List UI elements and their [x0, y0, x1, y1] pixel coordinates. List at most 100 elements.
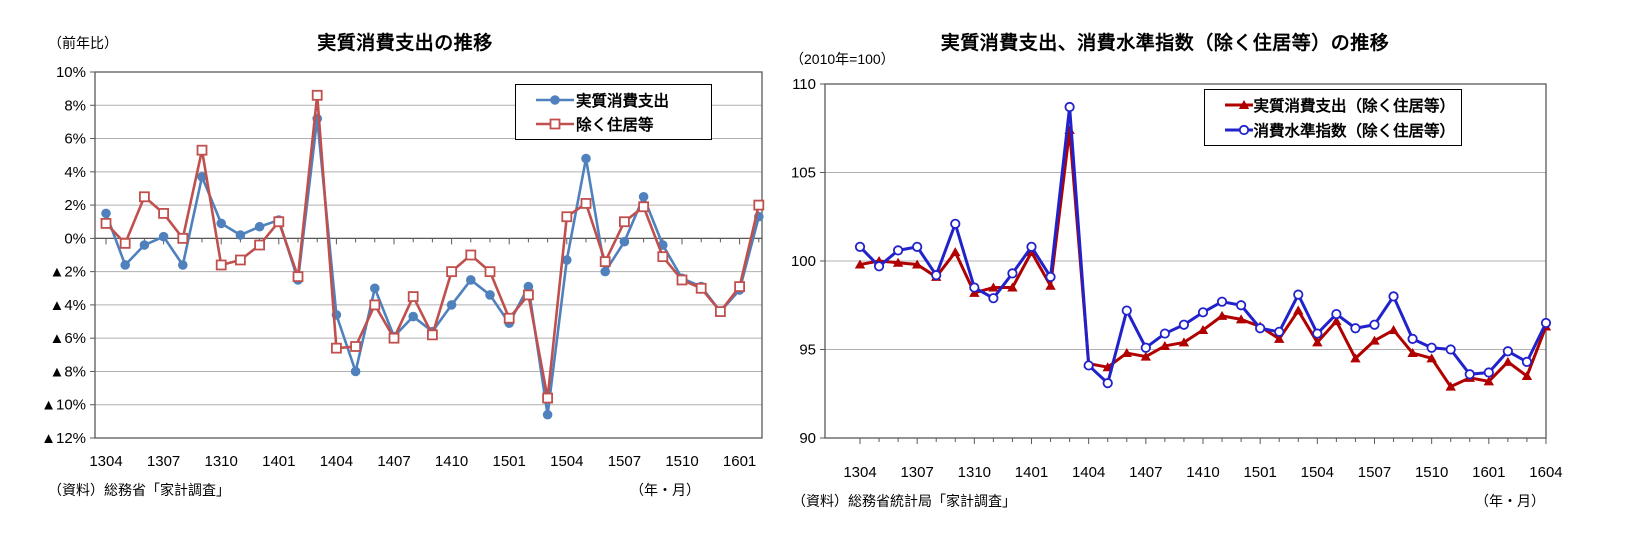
data-point: [1388, 325, 1399, 335]
data-point: [931, 270, 942, 281]
legend-item: 実質消費支出: [534, 88, 705, 112]
data-point: [1121, 348, 1132, 358]
y-tick-label: ▲2%: [49, 264, 86, 281]
data-point: [158, 208, 170, 219]
data-point: [854, 241, 866, 252]
data-point: [581, 153, 591, 164]
y-tick-label: 10%: [56, 64, 86, 81]
right-chart-source: （資料）総務省統計局「家計調査」: [792, 493, 1016, 509]
data-point: [1483, 367, 1494, 378]
data-point: [1426, 342, 1437, 353]
x-tick-label: 1304: [843, 464, 876, 481]
data-point: [1426, 353, 1437, 363]
data-point: [1159, 328, 1170, 339]
filled-triangle-legend-icon: [1225, 100, 1254, 110]
data-point: [1121, 305, 1132, 316]
data-point: [1159, 340, 1171, 350]
data-point: [619, 236, 630, 247]
data-point: [893, 245, 904, 256]
x-tick-label: 1501: [493, 453, 526, 470]
y-tick-label: 95: [799, 342, 816, 359]
data-point: [446, 300, 457, 310]
data-point: [292, 271, 304, 283]
x-tick-label: 1307: [147, 453, 180, 470]
data-point: [734, 281, 745, 293]
data-point: [408, 311, 419, 322]
x-tick-label: 1410: [1186, 464, 1219, 481]
data-point: [1540, 317, 1552, 329]
data-point: [1483, 376, 1495, 386]
data-point: [446, 266, 458, 278]
left-chart-title: 実質消費支出の推移: [317, 33, 493, 54]
x-tick-label: 1407: [1129, 464, 1162, 481]
y-tick-label: 90: [799, 430, 816, 447]
data-point: [1064, 101, 1075, 113]
data-point: [466, 275, 476, 285]
left-chart-unit-label: （前年比）: [48, 35, 118, 51]
data-point: [988, 293, 999, 304]
data-point: [1007, 268, 1018, 279]
data-point: [1026, 241, 1037, 252]
data-point: [1293, 289, 1304, 300]
data-point: [1083, 360, 1094, 371]
legend-label: 除く住居等: [576, 117, 654, 134]
left-chart-legend: 実質消費支出 除く住居等: [515, 84, 712, 140]
data-point: [638, 191, 649, 202]
legend-label: 実質消費支出: [576, 93, 670, 110]
x-tick-label: 1501: [1243, 464, 1276, 481]
data-point: [1235, 314, 1247, 324]
data-point: [196, 144, 208, 156]
data-point: [1238, 124, 1250, 135]
data-point: [119, 237, 131, 249]
x-tick-label: 1604: [1529, 464, 1562, 481]
data-point: [1331, 308, 1342, 320]
open-square-legend-icon: [536, 118, 574, 130]
x-tick-label: 1307: [900, 464, 933, 481]
right-chart-unit-label: （2010年=100）: [790, 51, 895, 67]
legend-label: 消費水準指数（除く住居等）: [1253, 122, 1455, 140]
x-tick-label: 1401: [1015, 464, 1048, 481]
x-tick-label: 1304: [89, 453, 122, 470]
data-point: [1521, 356, 1533, 367]
x-tick-label: 1510: [1415, 464, 1448, 481]
data-point: [1293, 305, 1304, 315]
data-point: [1274, 326, 1285, 337]
data-point: [234, 254, 246, 266]
data-point: [215, 259, 227, 271]
data-point: [1216, 296, 1228, 307]
y-tick-label: 105: [791, 165, 816, 182]
y-tick-label: ▲6%: [49, 330, 86, 347]
data-point: [330, 342, 342, 354]
x-tick-label: 1510: [665, 453, 698, 470]
data-point: [1255, 323, 1266, 334]
y-tick-label: 0%: [64, 230, 86, 247]
data-point: [254, 239, 266, 251]
data-point: [854, 259, 866, 269]
x-tick-label: 1507: [1358, 464, 1391, 481]
y-tick-label: 110: [792, 76, 816, 93]
data-point: [542, 409, 553, 420]
x-tick-label: 1310: [205, 453, 238, 470]
data-point: [1045, 280, 1056, 290]
x-tick-label: 1504: [550, 453, 583, 470]
data-point: [695, 282, 707, 294]
plot-border: [94, 71, 763, 439]
data-point: [254, 221, 265, 232]
data-point: [484, 266, 496, 278]
data-point: [753, 199, 765, 211]
data-point: [1197, 307, 1209, 318]
x-tick-label: 1401: [262, 453, 295, 470]
data-point: [561, 211, 573, 223]
y-tick-label: 100: [791, 253, 816, 270]
data-point: [1521, 371, 1533, 381]
data-point: [1178, 337, 1190, 347]
data-point: [1197, 325, 1209, 335]
data-point: [235, 230, 246, 240]
data-point: [485, 290, 495, 300]
data-point: [350, 366, 361, 377]
left-chart-source: （資料）総務省「家計調査」: [48, 482, 230, 498]
data-point: [1350, 353, 1361, 363]
data-point: [580, 198, 592, 209]
y-tick-label: 2%: [64, 197, 86, 214]
